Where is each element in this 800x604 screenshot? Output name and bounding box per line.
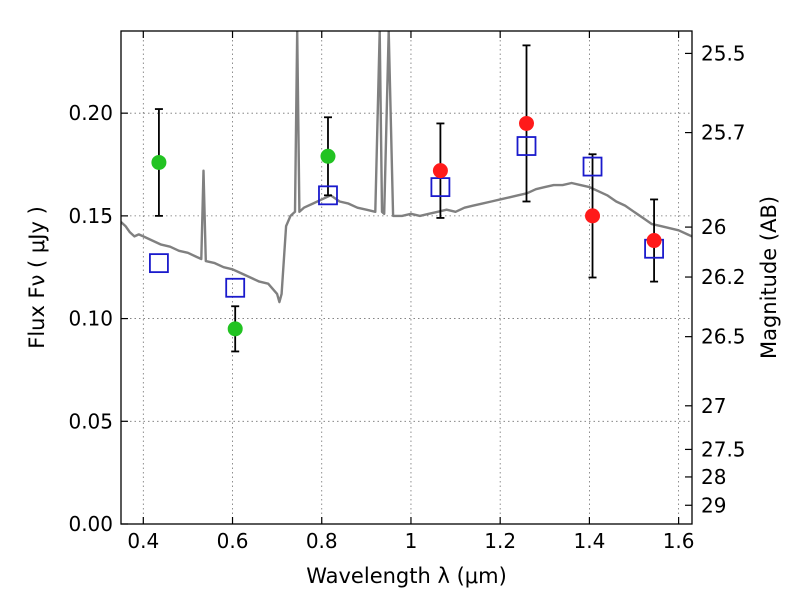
- template-spectrum-layer: [121, 31, 692, 304]
- y-tick-label: 0.00: [68, 512, 113, 536]
- photometry-point: [646, 233, 662, 249]
- template-spectrum-line: [121, 31, 692, 304]
- y2-axis-label: Magnitude (AB): [757, 196, 781, 359]
- x-tick-label: 0.8: [306, 529, 338, 553]
- y2-tick-label: 27: [701, 394, 726, 418]
- y-tick-label: 0.10: [68, 307, 113, 331]
- model-flux-square: [149, 253, 169, 274]
- y-tick-label: 0.20: [68, 101, 113, 125]
- photometry-point: [151, 154, 167, 170]
- y2-tick-label: 28: [701, 465, 726, 489]
- error-bar-layer: [154, 44, 659, 353]
- photometry-point: [585, 208, 601, 224]
- y2-tick-label: 27.5: [701, 437, 746, 461]
- x-axis-label: Wavelength λ (μm): [306, 564, 507, 588]
- x-tick-label: 1.6: [663, 529, 695, 553]
- model-flux-square: [582, 156, 603, 177]
- x-tick-label: 1.2: [484, 529, 516, 553]
- y2-tick-label: 25.7: [701, 121, 746, 145]
- x-tick-label: 0.4: [127, 529, 159, 553]
- y-axis-label: Flux Fν ( μJy ): [25, 206, 49, 349]
- x-tick-label: 1.4: [573, 529, 605, 553]
- model-flux-square: [318, 185, 338, 206]
- y2-tick-label: 26: [701, 215, 726, 239]
- y2-tick-label: 25.5: [701, 41, 746, 65]
- y2-tick-label: 26.5: [701, 325, 746, 349]
- photometry-point: [227, 321, 243, 337]
- y-tick-label: 0.15: [68, 204, 113, 228]
- y2-tick-label: 26.2: [701, 265, 746, 289]
- photometry-point: [518, 115, 534, 131]
- x-tick-label: 0.6: [217, 529, 249, 553]
- model-flux-square: [516, 136, 537, 156]
- y2-tick-label: 29: [701, 493, 726, 517]
- grid-layer: [121, 31, 692, 525]
- x-tick-label: 1: [405, 529, 418, 553]
- plot-frame: [120, 30, 693, 525]
- model-flux-square: [225, 277, 246, 298]
- photometry-point: [432, 163, 448, 179]
- data-point-layer: [149, 115, 664, 337]
- tick-layer: 0.4 0.6 0.8 1 1.2 1.4 1.6 0.00 0.05 0.10 0.15 0.20 2…: [68, 31, 746, 553]
- photometry-point: [320, 148, 336, 164]
- y-tick-label: 0.05: [68, 409, 113, 433]
